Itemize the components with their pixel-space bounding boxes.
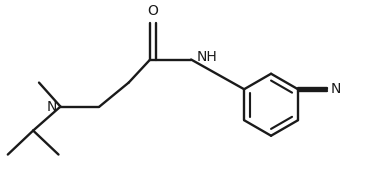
Text: NH: NH [196, 50, 217, 64]
Text: N: N [330, 82, 341, 96]
Text: N: N [47, 100, 57, 114]
Text: O: O [147, 4, 158, 18]
